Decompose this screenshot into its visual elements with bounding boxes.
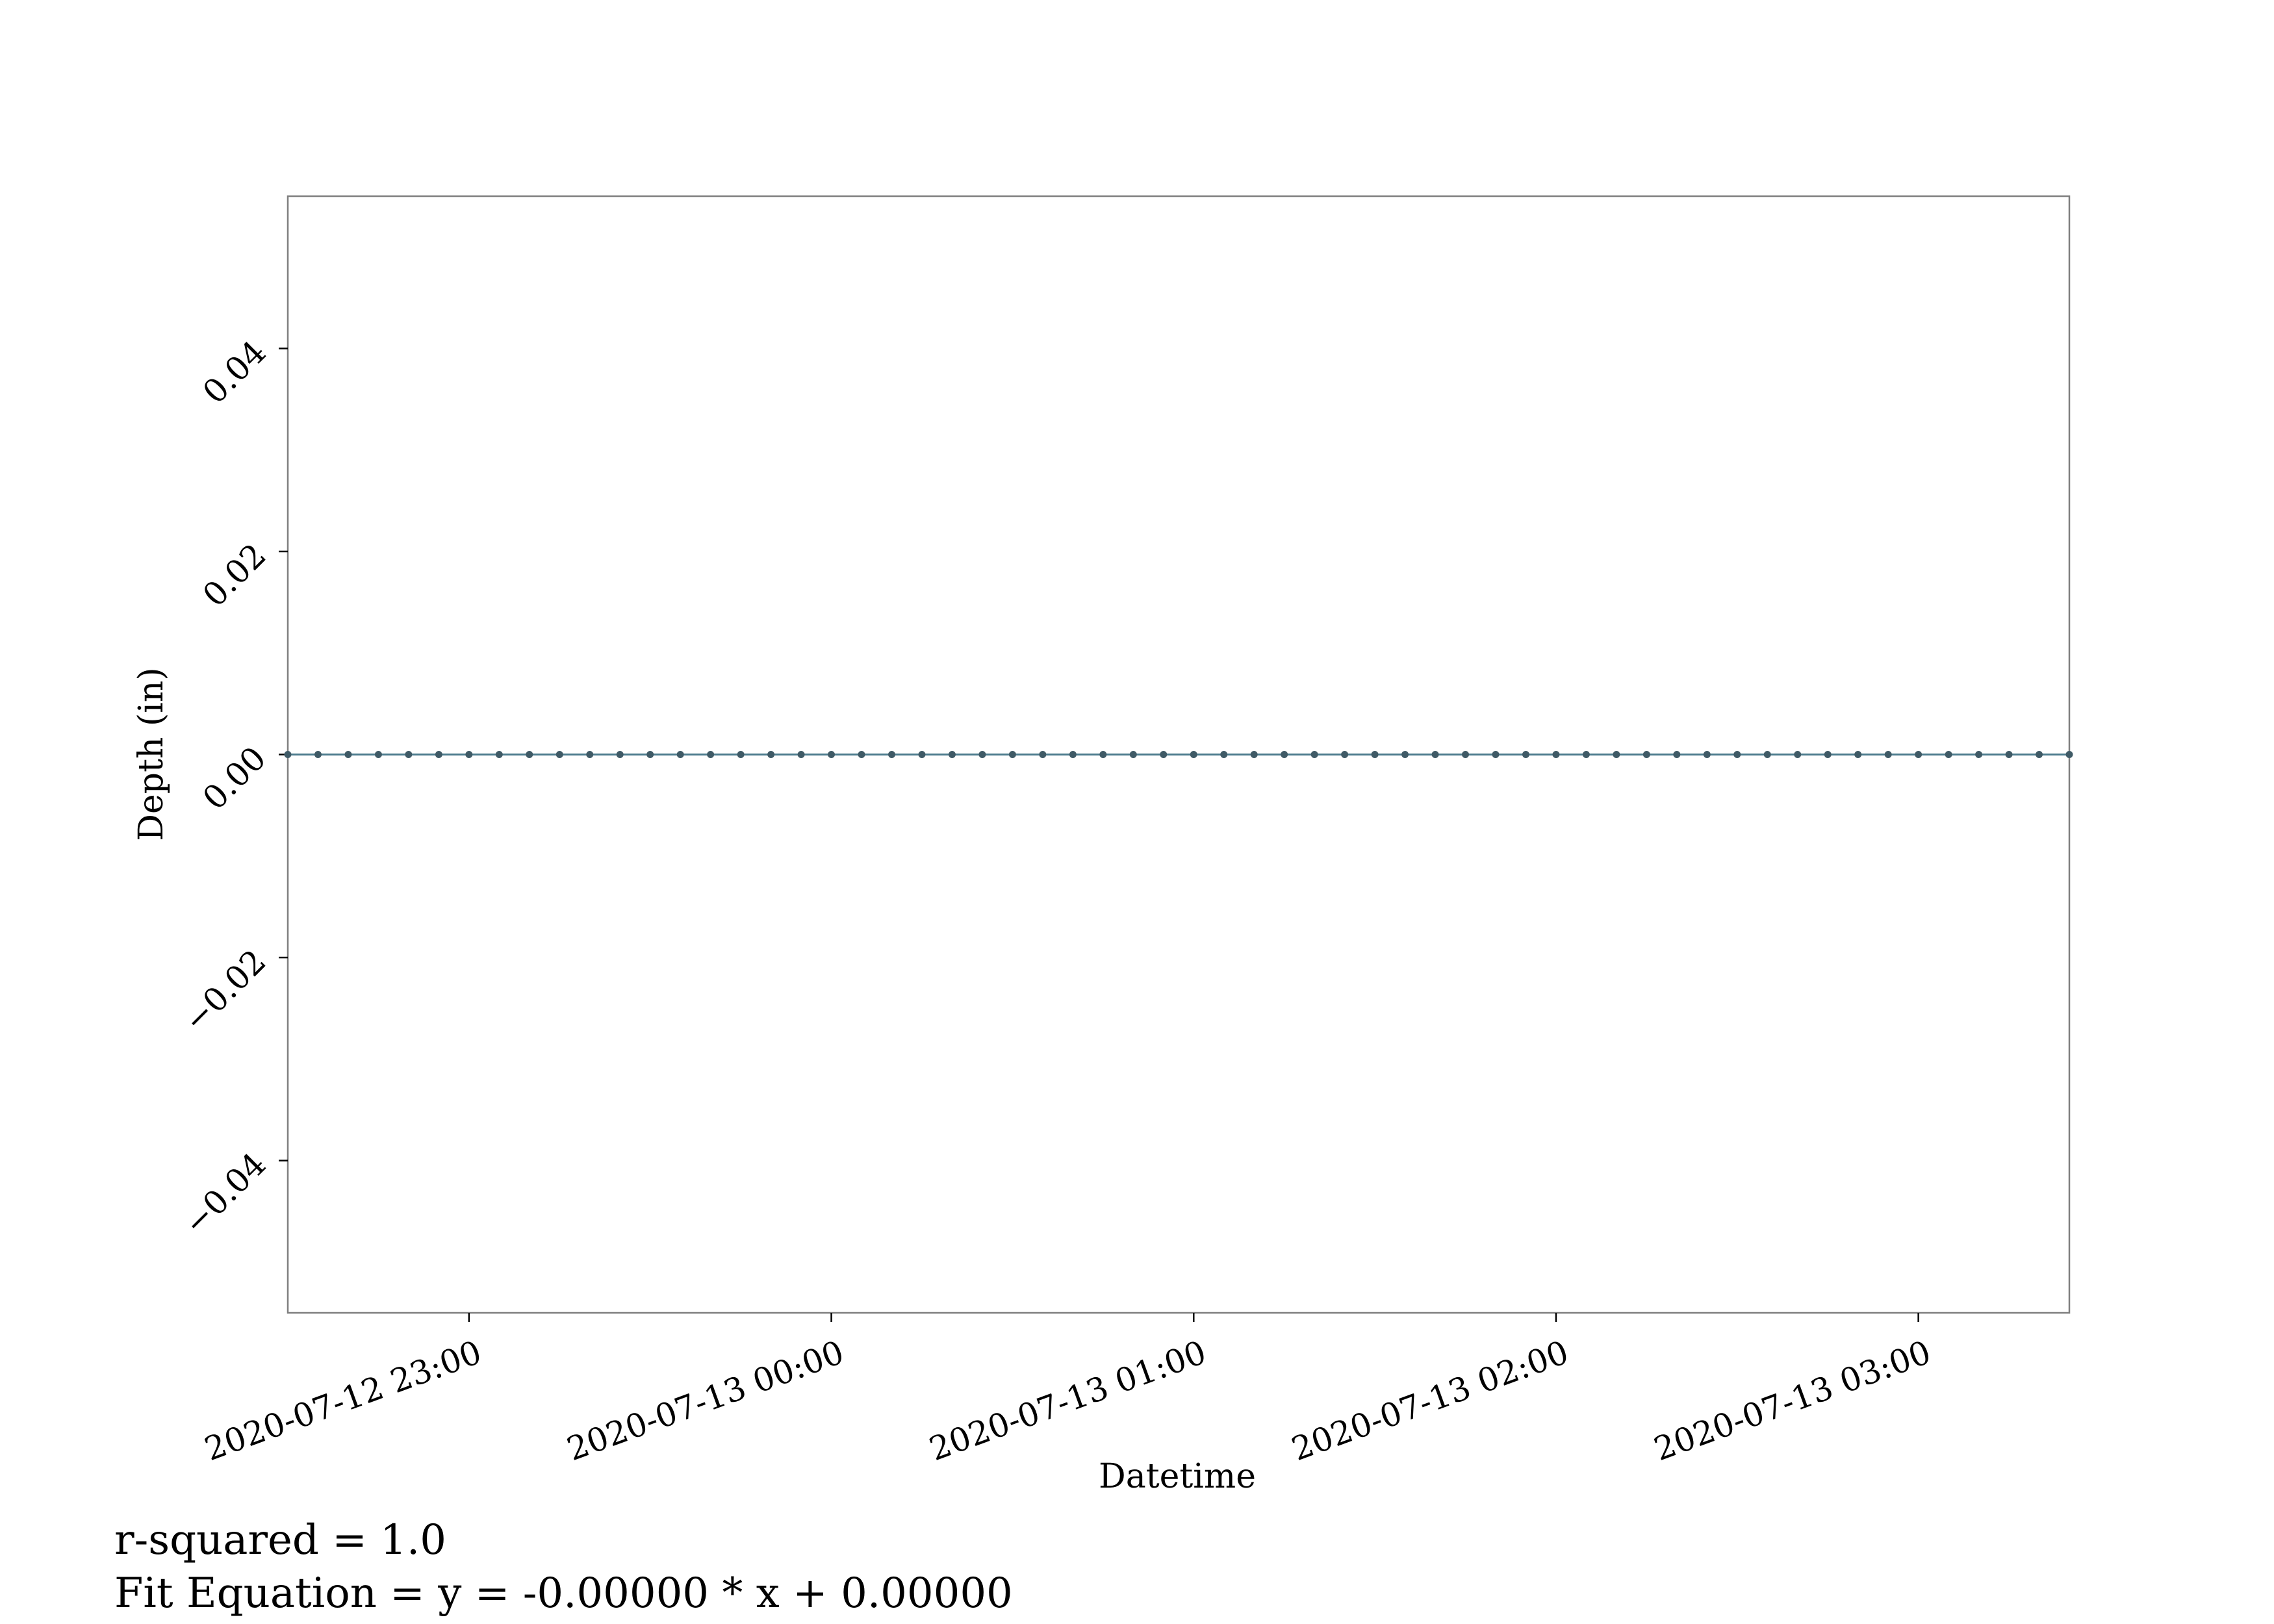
- y-tick-label: 0.04: [196, 333, 274, 411]
- data-point: [556, 751, 563, 758]
- data-point: [1250, 751, 1258, 758]
- data-point: [2005, 751, 2013, 758]
- data-point: [1522, 751, 1529, 758]
- y-tick-label: 0.02: [196, 537, 274, 615]
- data-point: [1431, 751, 1439, 758]
- r-squared-text: r-squared = 1.0: [114, 1516, 446, 1564]
- data-point: [1462, 751, 1470, 758]
- data-point: [1703, 751, 1711, 758]
- data-point: [797, 751, 805, 758]
- data-point: [1220, 751, 1228, 758]
- data-point: [1884, 751, 1892, 758]
- data-point: [284, 751, 292, 758]
- data-point: [646, 751, 654, 758]
- y-tick-label: −0.02: [176, 943, 273, 1039]
- data-point: [1129, 751, 1137, 758]
- data-point: [1552, 751, 1560, 758]
- x-tick-label: 2020-07-13 03:00: [1649, 1333, 1935, 1468]
- data-point: [948, 751, 956, 758]
- data-point: [767, 751, 775, 758]
- data-point: [1190, 751, 1197, 758]
- data-point: [495, 751, 503, 758]
- data-point: [1824, 751, 1832, 758]
- data-point: [1975, 751, 1983, 758]
- data-point: [616, 751, 624, 758]
- data-point: [1401, 751, 1409, 758]
- data-point: [858, 751, 865, 758]
- data-point: [1854, 751, 1862, 758]
- data-point: [586, 751, 594, 758]
- data-point: [1642, 751, 1650, 758]
- data-point: [374, 751, 382, 758]
- data-point: [1341, 751, 1349, 758]
- data-point: [405, 751, 413, 758]
- y-axis-label: Depth (in): [132, 667, 171, 841]
- data-point: [1160, 751, 1168, 758]
- y-tick-label: −0.04: [176, 1145, 273, 1242]
- data-point: [1008, 751, 1016, 758]
- data-point: [526, 751, 533, 758]
- y-axis: −0.04 −0.02 0.00 0.02 0.04: [176, 333, 288, 1243]
- series-layer: [284, 751, 2073, 758]
- x-axis: 2020-07-12 23:00 2020-07-13 00:00 2020-07-…: [199, 1313, 1935, 1468]
- data-point: [1915, 751, 1923, 758]
- x-axis-label: Datetime: [1099, 1457, 1256, 1496]
- data-point: [1763, 751, 1771, 758]
- data-point: [1733, 751, 1741, 758]
- data-point: [1039, 751, 1047, 758]
- data-point: [1099, 751, 1107, 758]
- data-point: [707, 751, 715, 758]
- data-point: [435, 751, 442, 758]
- data-point: [1281, 751, 1288, 758]
- data-point: [1945, 751, 1952, 758]
- y-tick-label: 0.00: [196, 739, 274, 817]
- data-point: [737, 751, 745, 758]
- data-point: [2036, 751, 2043, 758]
- data-point: [1794, 751, 1802, 758]
- data-point: [1613, 751, 1620, 758]
- x-tick-label: 2020-07-13 01:00: [925, 1333, 1211, 1468]
- data-point: [1069, 751, 1077, 758]
- data-point: [676, 751, 684, 758]
- data-point: [888, 751, 895, 758]
- data-point: [828, 751, 836, 758]
- data-point: [1492, 751, 1500, 758]
- fit-equation-text: Fit Equation = y = -0.00000 * x + 0.0000…: [114, 1569, 1013, 1618]
- data-point: [918, 751, 926, 758]
- data-point: [1371, 751, 1379, 758]
- data-point: [978, 751, 986, 758]
- data-point: [465, 751, 473, 758]
- data-point: [314, 751, 322, 758]
- data-point: [1673, 751, 1681, 758]
- data-point: [2065, 751, 2073, 758]
- x-tick-label: 2020-07-13 00:00: [562, 1333, 849, 1468]
- data-point: [1582, 751, 1590, 758]
- x-tick-label: 2020-07-13 02:00: [1287, 1333, 1574, 1468]
- x-tick-label: 2020-07-12 23:00: [199, 1333, 486, 1468]
- data-point: [344, 751, 352, 758]
- data-point: [1310, 751, 1318, 758]
